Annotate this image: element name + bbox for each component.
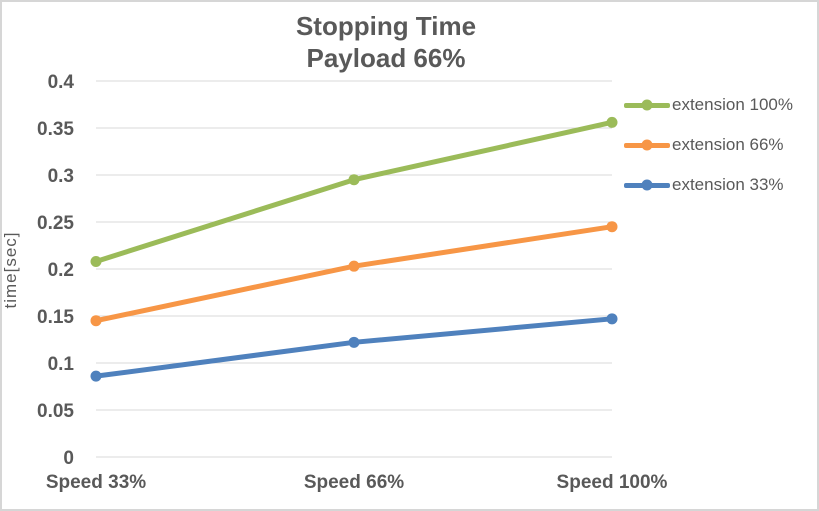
y-axis-title: time[sec] (2, 231, 20, 308)
y-tick-label: 0.15 (37, 307, 74, 328)
legend-line-marker-icon (624, 179, 670, 191)
data-point-marker (606, 313, 618, 325)
y-tick-label: 0.4 (48, 72, 75, 93)
y-tick-label: 0.05 (37, 401, 74, 422)
data-point-marker (606, 221, 618, 233)
legend-dot-icon (641, 139, 653, 151)
legend-label: extension 33% (672, 175, 784, 194)
data-point-marker (348, 260, 360, 272)
data-point-marker (606, 116, 618, 128)
y-tick-label: 0.3 (48, 166, 74, 187)
series-lines (90, 116, 618, 382)
data-point-marker (348, 174, 360, 186)
y-tick-label: 0 (63, 448, 74, 469)
x-axis-label: Speed 33% (46, 472, 146, 493)
x-axis-label: Speed 100% (557, 472, 668, 493)
data-point-marker (90, 255, 102, 267)
legend-item: extension 100% (624, 85, 817, 125)
legend-label: extension 66% (672, 135, 784, 154)
y-tick-label: 0.25 (37, 213, 74, 234)
chart-title: Stopping Time (295, 11, 477, 41)
y-tick-label: 0.2 (48, 260, 74, 281)
legend-line-marker-icon (624, 139, 670, 151)
y-tick-label: 0.1 (48, 354, 75, 375)
axis-labels: 0 0.05 0.1 0.15 0.2 0.25 0.3 0.35 0.4 Speed 33% Sp… (37, 72, 668, 493)
legend-dot-icon (641, 99, 653, 111)
x-axis-label: Speed 66% (304, 472, 404, 493)
chart-title-block: Stopping Time Payload 66% (96, 10, 676, 74)
legend-item: extension 66% (624, 125, 817, 165)
legend-item: extension 33% (624, 165, 817, 205)
chart-subtitle: Payload 66% (306, 43, 466, 73)
series-line (93, 224, 615, 324)
data-point-marker (348, 336, 360, 348)
data-point-marker (90, 315, 102, 327)
legend: extension 100% extension 66% extension 3… (624, 85, 817, 205)
y-tick-label: 0.35 (37, 119, 74, 140)
legend-line-marker-icon (624, 99, 670, 111)
data-point-marker (90, 370, 102, 382)
legend-label: extension 100% (672, 95, 793, 114)
legend-dot-icon (641, 179, 653, 191)
